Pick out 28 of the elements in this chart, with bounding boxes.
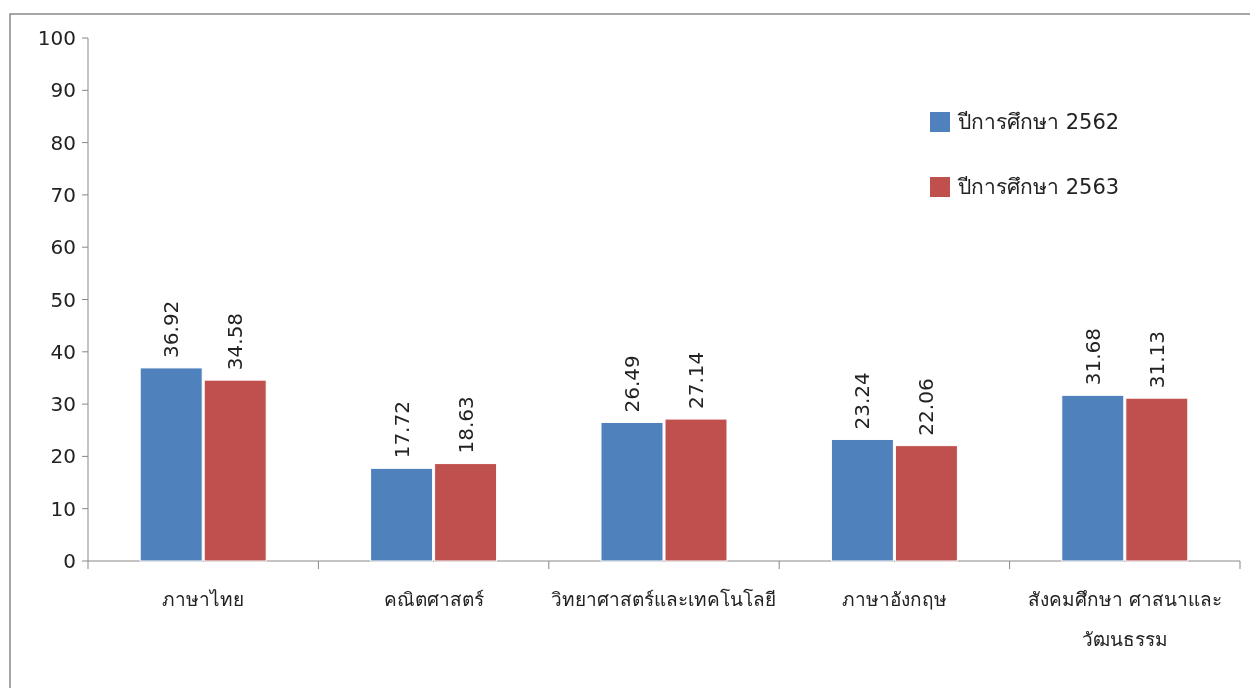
x-tick-label: ภาษาอังกฤษ xyxy=(840,587,948,612)
y-tick-label: 20 xyxy=(50,444,76,469)
y-tick-label: 30 xyxy=(50,392,76,417)
y-tick-label: 90 xyxy=(50,78,76,103)
y-tick-label: 50 xyxy=(50,287,76,312)
data-label: 34.58 xyxy=(223,312,248,371)
data-label: 31.68 xyxy=(1080,328,1105,386)
y-tick-label: 80 xyxy=(50,130,76,155)
data-label: 18.63 xyxy=(453,396,478,454)
data-label: 23.24 xyxy=(850,372,875,430)
legend-label: ปีการศึกษา 2563 xyxy=(957,175,1120,199)
data-label: 17.72 xyxy=(389,401,414,459)
y-tick-label: 70 xyxy=(50,182,76,207)
data-label: 26.49 xyxy=(620,355,644,413)
data-label: 27.14 xyxy=(684,351,708,410)
x-tick-label: คณิตศาสตร์ xyxy=(382,587,485,612)
x-tick-label: วิทยาศาสตร์และเทคโนโลยี xyxy=(550,587,778,612)
y-tick-label: 60 xyxy=(50,235,76,260)
data-label: 36.92 xyxy=(159,300,184,358)
y-tick-label: 0 xyxy=(63,549,76,573)
y-tick-label: 100 xyxy=(37,26,76,50)
x-tick-label: ภาษาไทย xyxy=(161,587,246,612)
y-tick-label: 10 xyxy=(50,496,76,521)
x-tick-label: สังคมศึกษา ศาสนาและวัฒนธรรม xyxy=(1026,587,1223,652)
data-label: 22.06 xyxy=(914,378,939,436)
legend-label: ปีการศึกษา 2562 xyxy=(957,110,1120,134)
y-tick-label: 40 xyxy=(50,339,76,364)
data-label: 31.13 xyxy=(1144,330,1169,389)
